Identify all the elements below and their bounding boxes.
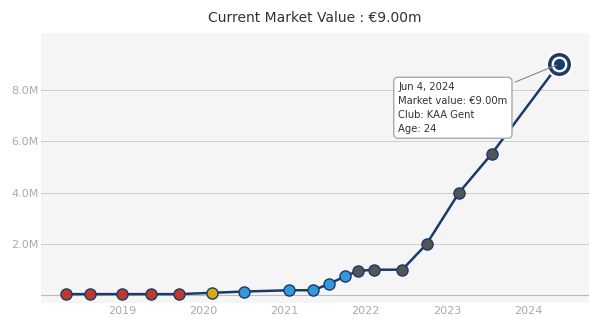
Text: Jun 4, 2024
Market value: €9.00m
Club: KAA Gent
Age: 24: Jun 4, 2024 Market value: €9.00m Club: K… bbox=[398, 65, 556, 134]
Title: Current Market Value : €9.00m: Current Market Value : €9.00m bbox=[208, 11, 422, 25]
